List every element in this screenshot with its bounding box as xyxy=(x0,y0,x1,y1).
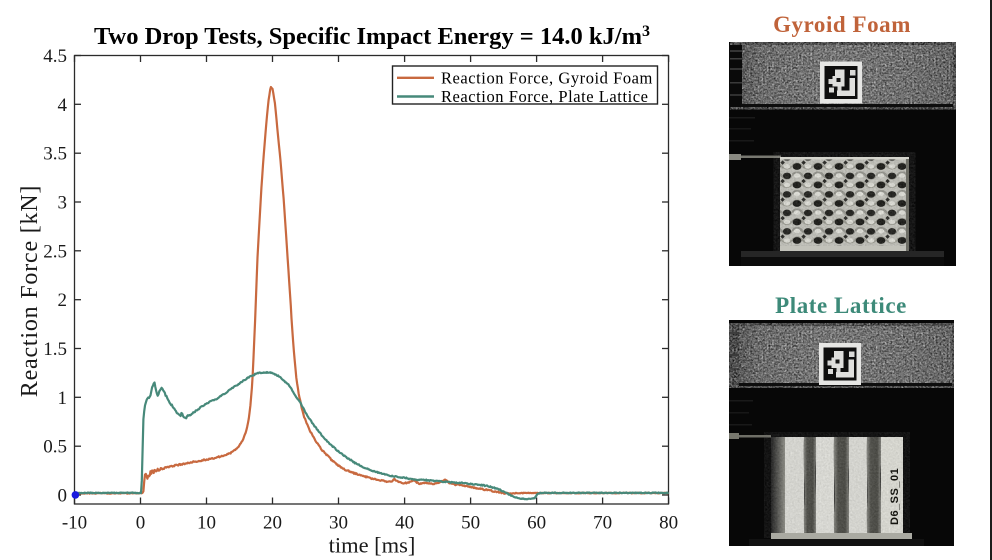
svg-text:20: 20 xyxy=(263,513,282,534)
svg-text:time [ms]: time [ms] xyxy=(329,533,416,558)
svg-text:70: 70 xyxy=(593,513,612,534)
svg-text:Two Drop Tests, Specific Impac: Two Drop Tests, Specific Impact Energy =… xyxy=(94,23,650,50)
svg-text:4: 4 xyxy=(58,95,68,116)
svg-text:3: 3 xyxy=(58,193,68,214)
svg-text:1.5: 1.5 xyxy=(43,339,67,360)
svg-text:D6_SS_01: D6_SS_01 xyxy=(889,468,901,525)
svg-text:50: 50 xyxy=(461,513,480,534)
svg-text:1: 1 xyxy=(58,388,68,409)
svg-text:30: 30 xyxy=(329,513,348,534)
svg-text:3.5: 3.5 xyxy=(43,144,67,165)
svg-text:0: 0 xyxy=(58,486,68,507)
svg-text:4.5: 4.5 xyxy=(43,46,67,67)
svg-text:40: 40 xyxy=(395,513,414,534)
svg-text:Reaction Force [kN]: Reaction Force [kN] xyxy=(17,185,43,397)
svg-text:10: 10 xyxy=(197,513,216,534)
svg-text:Reaction Force, Gyroid Foam: Reaction Force, Gyroid Foam xyxy=(441,69,653,88)
svg-text:60: 60 xyxy=(527,513,546,534)
svg-text:2: 2 xyxy=(58,290,68,311)
svg-text:2.5: 2.5 xyxy=(43,241,67,262)
svg-text:0.5: 0.5 xyxy=(43,437,67,458)
svg-text:80: 80 xyxy=(659,513,678,534)
svg-text:0: 0 xyxy=(136,513,146,534)
svg-text:-10: -10 xyxy=(62,513,87,534)
svg-text:Reaction Force, Plate Lattice: Reaction Force, Plate Lattice xyxy=(441,87,648,106)
